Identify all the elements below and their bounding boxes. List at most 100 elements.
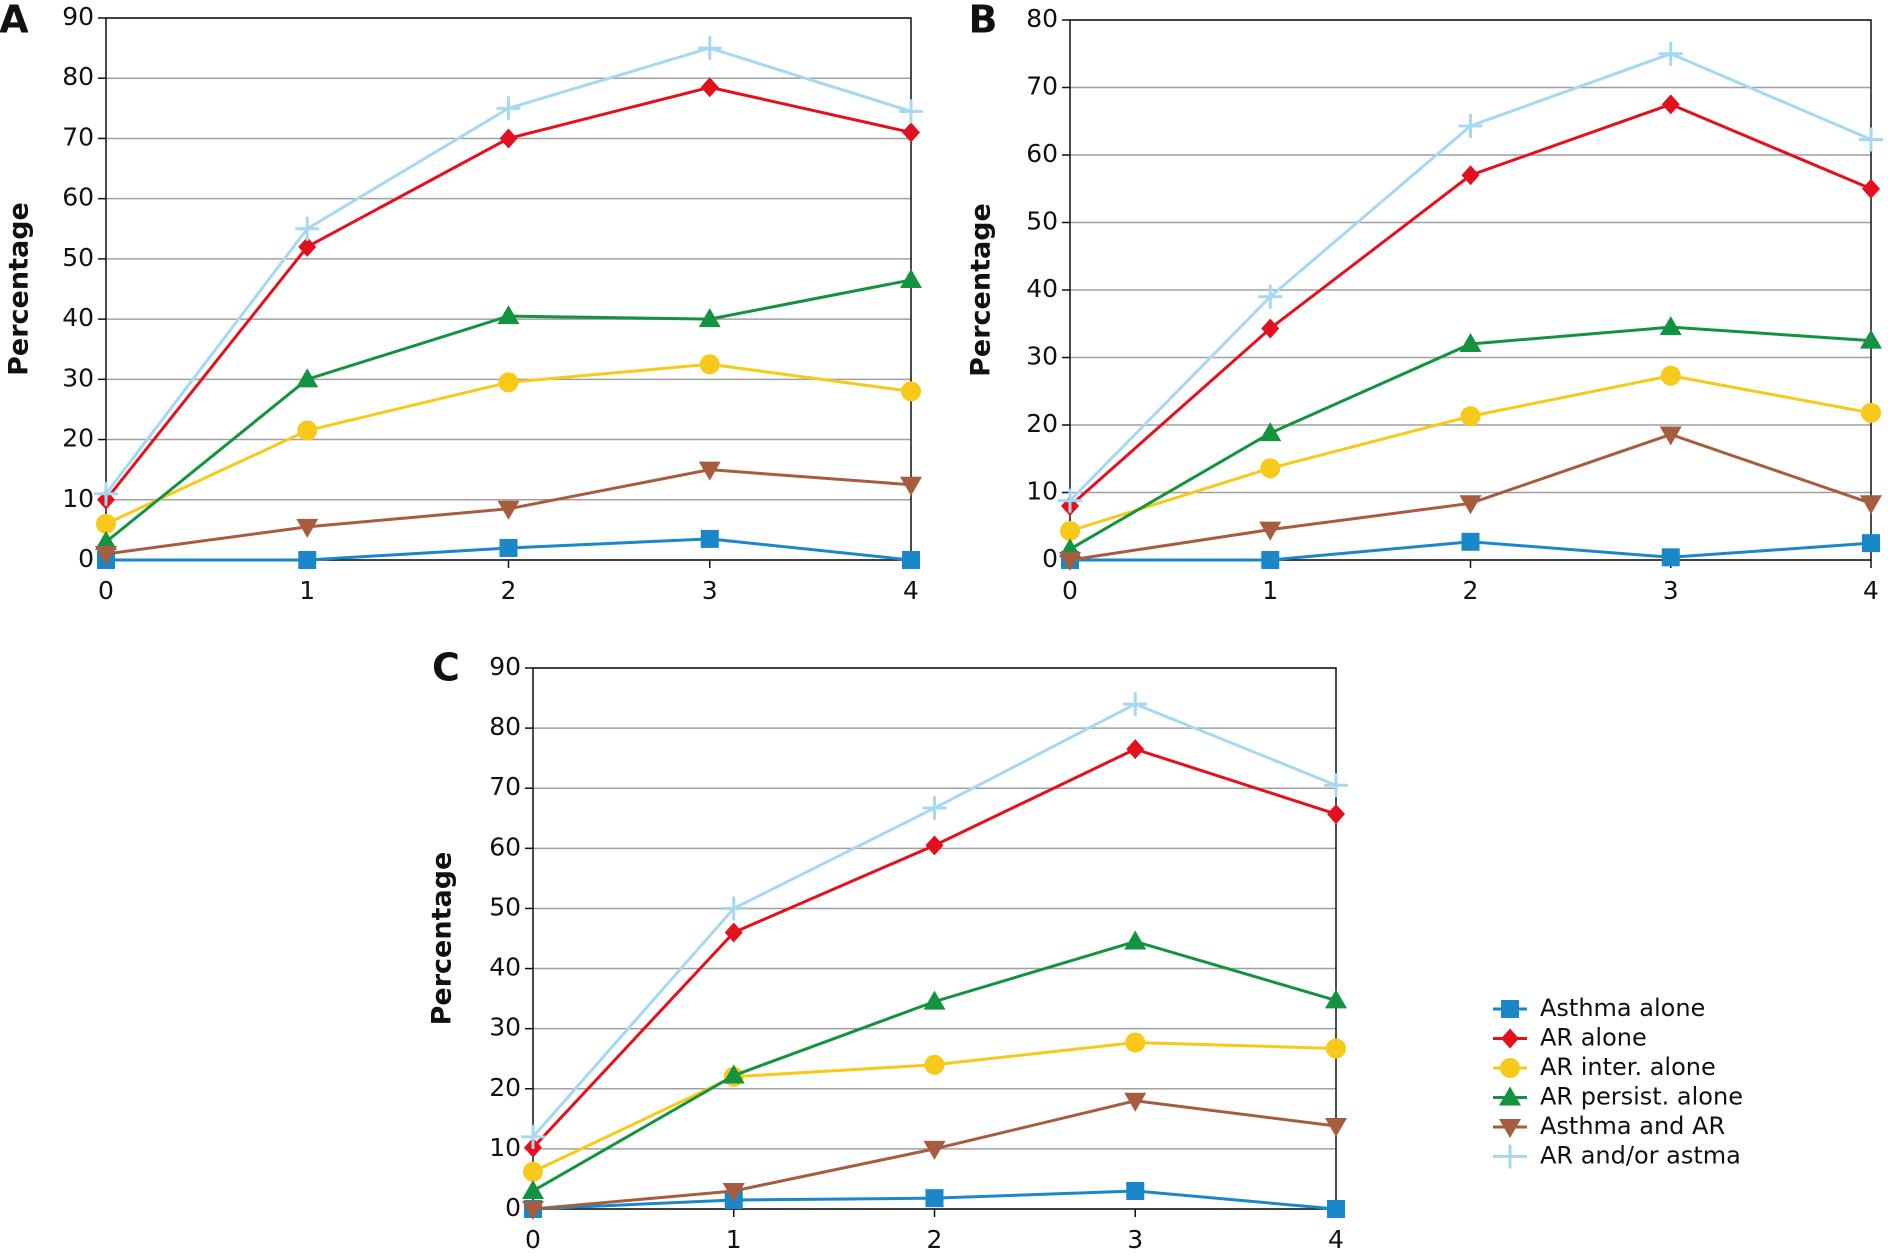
x-tick-label: 3 (702, 576, 718, 605)
data-point (1459, 495, 1482, 515)
panel-label: B (969, 0, 998, 42)
y-tick-label: 20 (489, 1073, 521, 1102)
data-point (1261, 551, 1280, 569)
data-point (523, 1161, 543, 1182)
legend-marker (1499, 1086, 1521, 1106)
data-point (1659, 426, 1682, 446)
x-tick-label: 1 (299, 576, 315, 605)
y-tick-label: 30 (489, 1013, 521, 1042)
x-tick-label: 4 (903, 576, 919, 605)
data-point (700, 77, 719, 98)
data-point (1460, 406, 1481, 427)
x-tick-label: 0 (98, 576, 114, 605)
legend-label: Asthma and AR (1540, 1112, 1725, 1140)
data-point (1661, 548, 1680, 567)
data-point (700, 529, 719, 548)
y-tick-label: 40 (62, 303, 94, 332)
series-line (104, 85, 912, 501)
y-tick-label: 80 (62, 62, 94, 91)
y-tick-label: 0 (1042, 544, 1058, 573)
data-point (295, 216, 320, 241)
data-point (497, 305, 520, 325)
data-point (1660, 365, 1681, 386)
x-tick-label: 0 (525, 1225, 541, 1254)
data-point (1060, 520, 1080, 541)
y-tick-label: 40 (489, 953, 521, 982)
series-line (1069, 102, 1872, 508)
data-point (1123, 692, 1148, 717)
data-point (297, 420, 318, 441)
data-point (1324, 773, 1348, 798)
data-point (521, 1124, 545, 1149)
y-tick-label: 70 (489, 772, 521, 801)
data-point (1126, 739, 1145, 760)
data-point (902, 551, 920, 569)
data-point (497, 500, 520, 520)
data-point (1058, 488, 1082, 513)
y-tick-label: 60 (489, 832, 521, 861)
data-point (923, 1140, 946, 1160)
x-tick-label: 2 (501, 576, 517, 605)
data-point (925, 835, 944, 856)
data-point (699, 354, 720, 375)
data-point (1261, 318, 1280, 339)
data-point (925, 1189, 944, 1208)
data-point (499, 538, 518, 557)
y-tick-label: 0 (78, 544, 94, 573)
data-point (1860, 495, 1882, 515)
x-tick-label: 2 (927, 1225, 943, 1254)
data-point (1860, 329, 1882, 349)
data-point (296, 368, 319, 388)
data-point (1327, 804, 1345, 825)
legend-label: AR alone (1540, 1024, 1647, 1052)
series-line (1069, 325, 1872, 551)
x-tick-label: 3 (1663, 576, 1679, 605)
data-point (901, 381, 921, 402)
y-tick-label: 50 (62, 243, 94, 272)
y-tick-label: 10 (62, 484, 94, 513)
data-point (1260, 458, 1281, 479)
data-point (900, 476, 922, 496)
data-point (722, 1064, 745, 1084)
plot-frame (1069, 19, 1872, 561)
data-point (96, 513, 116, 534)
plot-frame (105, 17, 912, 561)
x-tick-label: 3 (1127, 1225, 1143, 1254)
data-point (1259, 422, 1282, 442)
y-tick-label: 30 (1026, 342, 1058, 371)
data-point (1326, 1038, 1346, 1059)
plot-frame (532, 667, 1337, 1210)
y-tick-label: 20 (1026, 409, 1058, 438)
y-tick-label: 90 (489, 652, 521, 681)
data-point (498, 372, 519, 393)
y-tick-label: 60 (62, 183, 94, 212)
x-tick-label: 4 (1863, 576, 1879, 605)
x-tick-label: 1 (726, 1225, 742, 1254)
data-point (1859, 127, 1883, 152)
y-tick-label: 80 (1026, 4, 1058, 33)
data-point (1458, 113, 1483, 138)
data-point (496, 96, 521, 121)
data-point (724, 922, 743, 943)
data-point (1862, 178, 1880, 199)
data-point (1862, 534, 1880, 553)
data-point (94, 481, 118, 506)
legend-label: AR inter. alone (1540, 1053, 1716, 1081)
data-point (298, 551, 317, 569)
data-point (1126, 1181, 1145, 1200)
data-point (1461, 532, 1480, 551)
data-point (1259, 521, 1282, 541)
y-tick-label: 20 (62, 424, 94, 453)
y-axis-label: Percentage (427, 852, 458, 1026)
data-point (899, 99, 923, 124)
y-axis-label: Percentage (4, 202, 35, 376)
y-tick-label: 50 (489, 892, 521, 921)
x-tick-label: 4 (1328, 1225, 1344, 1254)
y-tick-label: 30 (62, 363, 94, 392)
data-point (1327, 1200, 1345, 1218)
y-tick-label: 90 (62, 2, 94, 31)
y-tick-label: 70 (1026, 72, 1058, 101)
data-point (1258, 284, 1283, 309)
x-tick-label: 0 (1062, 576, 1078, 605)
